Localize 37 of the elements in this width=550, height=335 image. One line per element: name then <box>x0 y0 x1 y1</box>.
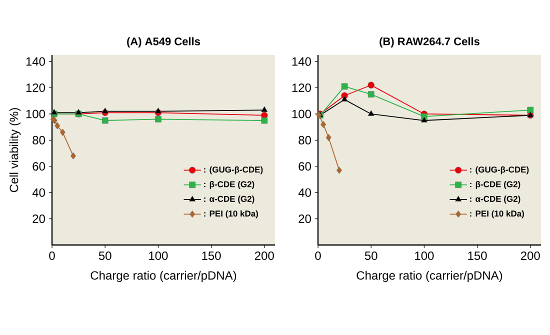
x-tick-label: 0 <box>49 252 55 260</box>
y-tick-label: 20 <box>298 214 311 224</box>
x-tick-label: 50 <box>98 252 112 260</box>
y-axis-title: Cell viability (%) <box>9 108 21 192</box>
chart-title: (A) A549 Cells <box>127 37 200 48</box>
y-tick-label: 60 <box>298 162 311 171</box>
x-tick-label: 150 <box>468 252 487 260</box>
y-tick-label: 40 <box>298 188 311 197</box>
y-tick-label: 40 <box>32 188 46 197</box>
legend-label: : β-CDE (G2) <box>204 181 254 189</box>
x-tick-label: 100 <box>415 252 434 260</box>
y-tick-label: 100 <box>292 110 311 118</box>
x-tick-label: 200 <box>520 252 540 260</box>
legend-label: : β-CDE (G2) <box>470 181 520 189</box>
x-axis-title: Charge ratio (carrier/pDNA) <box>90 270 236 282</box>
x-tick-label: 0 <box>315 252 321 260</box>
legend-label: : α-CDE (G2) <box>470 196 520 204</box>
y-tick-label: 80 <box>298 136 311 144</box>
y-tick-label: 60 <box>32 162 46 171</box>
legend-label: : α-CDE (G2) <box>204 196 254 204</box>
y-tick-label: 100 <box>26 110 46 118</box>
y-tick-label: 20 <box>32 214 46 224</box>
y-tick-label: 140 <box>26 57 46 66</box>
x-axis-title: Charge ratio (carrier/pDNA) <box>356 270 502 282</box>
y-tick-label: 120 <box>26 84 46 92</box>
legend-label: : (GUG-β-CDE) <box>470 166 529 174</box>
y-tick-label: 120 <box>292 84 311 92</box>
y-tick-label: 140 <box>292 57 311 66</box>
x-tick-label: 100 <box>149 252 168 260</box>
legend-label: : (GUG-β-CDE) <box>204 166 263 174</box>
legend-label: : PEI (10 kDa) <box>470 210 524 218</box>
chart-title: (B) RAW264.7 Cells <box>380 37 480 48</box>
x-tick-label: 150 <box>202 252 221 260</box>
y-tick-label: 80 <box>32 136 46 144</box>
x-tick-label: 50 <box>364 252 378 260</box>
x-tick-label: 200 <box>254 252 274 260</box>
legend-label: : PEI (10 kDa) <box>204 210 258 218</box>
